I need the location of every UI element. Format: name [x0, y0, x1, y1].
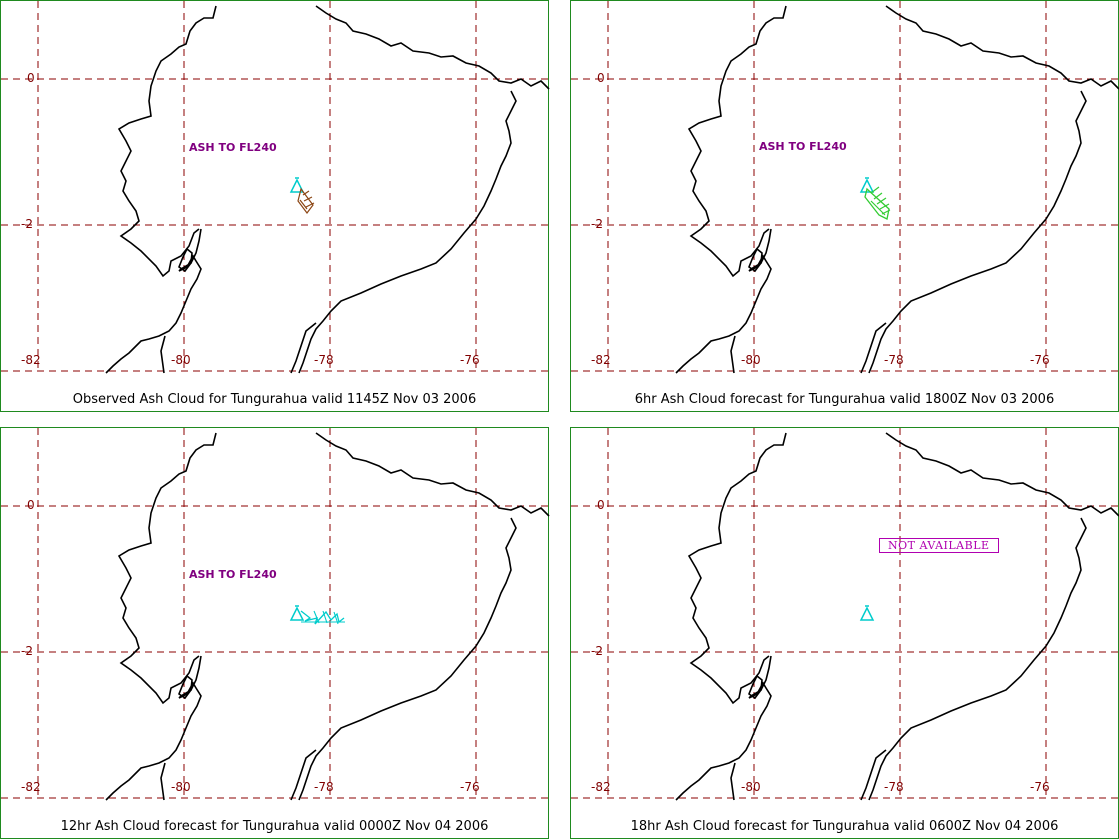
map-panel-18hr: 0 -2 -82 -80 -78 -76 NOT AVAILABLE 18hr … — [570, 427, 1119, 839]
lon-label-minus78: -78 — [884, 353, 904, 367]
coastline-segment — [298, 90, 517, 374]
coastline-segment — [675, 228, 772, 374]
coastline-segment — [117, 5, 217, 278]
ash-hatch — [870, 186, 891, 216]
ash-polygon — [297, 187, 314, 214]
ash-hatch — [301, 610, 345, 625]
lon-label-minus80: -80 — [741, 780, 761, 794]
coastline-segment — [748, 247, 763, 273]
lat-label-0: 0 — [27, 498, 35, 512]
coastline-segment — [290, 322, 317, 374]
coastline-segment — [178, 247, 193, 273]
gridlines — [1, 1, 550, 372]
coastline-segment — [860, 322, 887, 374]
coastline-segment — [160, 762, 166, 801]
coastline-segment — [868, 517, 1087, 801]
lon-label-minus80: -80 — [171, 780, 191, 794]
coastline-segment — [105, 655, 202, 801]
volcano-icon — [859, 177, 875, 193]
lat-label-0: 0 — [597, 498, 605, 512]
lon-label-minus82: -82 — [591, 353, 611, 367]
coastline — [105, 432, 550, 801]
map-panel-6hr: 0 -2 -82 -80 -78 -76 ASH TO FL240 6hr As… — [570, 0, 1119, 412]
ash-height-flag: ASH TO FL240 — [759, 140, 847, 153]
map-panel-observed: 0 -2 -82 -80 -78 -76 ASH TO FL240 Observ… — [0, 0, 550, 412]
panel-caption: 12hr Ash Cloud forecast for Tungurahua v… — [60, 819, 489, 834]
panel-caption: 18hr Ash Cloud forecast for Tungurahua v… — [630, 819, 1059, 834]
coastline-segment — [298, 517, 517, 801]
lon-label-minus78: -78 — [314, 353, 334, 367]
ash-hatch — [299, 190, 315, 210]
lon-label-minus82: -82 — [21, 353, 41, 367]
lon-label-minus82: -82 — [591, 780, 611, 794]
ash-polygon — [300, 610, 345, 625]
ash-cloud-observed — [289, 177, 315, 214]
map-canvas — [1, 428, 550, 801]
coastline-segment — [315, 432, 550, 517]
coastline-segment — [730, 335, 736, 374]
lon-label-minus76: -76 — [460, 780, 480, 794]
coastline-segment — [730, 762, 736, 801]
lon-label-minus76: -76 — [1030, 353, 1050, 367]
lon-label-minus76: -76 — [1030, 780, 1050, 794]
lat-label-0: 0 — [27, 71, 35, 85]
lat-label-minus2: -2 — [21, 217, 33, 231]
ash-height-flag: ASH TO FL240 — [189, 141, 277, 154]
gridlines — [571, 1, 1119, 372]
coastline — [105, 5, 550, 374]
coastline-segment — [885, 432, 1119, 517]
map-panel-12hr: 0 -2 -82 -80 -78 -76 ASH TO FL240 12hr A… — [0, 427, 550, 839]
map-canvas — [1, 1, 550, 374]
lon-label-minus76: -76 — [460, 353, 480, 367]
ash-height-flag: ASH TO FL240 — [189, 568, 277, 581]
coastline-segment — [687, 432, 787, 705]
lon-label-minus78: -78 — [884, 780, 904, 794]
gridlines — [571, 428, 1119, 799]
coastline — [675, 5, 1119, 374]
coastline-segment — [178, 674, 193, 700]
ash-cloud-forecast-6hr — [859, 177, 891, 220]
lon-label-minus80: -80 — [171, 353, 191, 367]
panel-caption: 6hr Ash Cloud forecast for Tungurahua va… — [634, 392, 1055, 407]
coastline-segment — [160, 335, 166, 374]
volcano-icon — [289, 605, 305, 621]
coastline-segment — [105, 228, 202, 374]
coastline-segment — [860, 749, 887, 801]
coastline-segment — [868, 90, 1087, 374]
lat-label-0: 0 — [597, 71, 605, 85]
coastline — [675, 432, 1119, 801]
map-canvas — [571, 428, 1119, 801]
lon-label-minus78: -78 — [314, 780, 334, 794]
lat-label-minus2: -2 — [591, 217, 603, 231]
coastline-segment — [675, 655, 772, 801]
panel-caption: Observed Ash Cloud for Tungurahua valid … — [72, 392, 477, 407]
volcano-icon — [289, 177, 305, 193]
ash-cloud-none — [859, 605, 875, 621]
lon-label-minus80: -80 — [741, 353, 761, 367]
coastline-segment — [687, 5, 787, 278]
volcano-icon — [859, 605, 875, 621]
lat-label-minus2: -2 — [591, 644, 603, 658]
coastline-segment — [117, 432, 217, 705]
coastline-segment — [885, 5, 1119, 90]
not-available-box: NOT AVAILABLE — [879, 538, 999, 553]
ash-cloud-forecast-12hr — [289, 605, 345, 625]
coastline-segment — [315, 5, 550, 90]
gridlines — [1, 428, 550, 799]
coastline-segment — [290, 749, 317, 801]
lat-label-minus2: -2 — [21, 644, 33, 658]
lon-label-minus82: -82 — [21, 780, 41, 794]
map-canvas — [571, 1, 1119, 374]
coastline-segment — [748, 674, 763, 700]
